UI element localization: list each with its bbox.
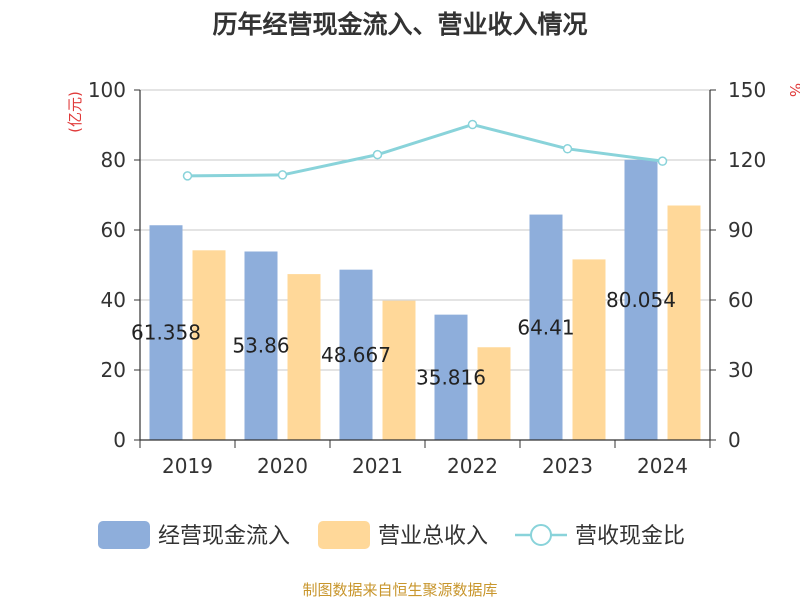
bar <box>667 205 701 440</box>
x-tick-label: 2019 <box>162 454 213 478</box>
bar <box>149 225 183 440</box>
bar <box>572 259 606 440</box>
bar <box>244 251 278 440</box>
x-tick-label: 2022 <box>447 454 498 478</box>
bar <box>192 250 226 440</box>
x-tick-label: 2024 <box>637 454 688 478</box>
y-left-tick-label: 80 <box>101 148 126 172</box>
series-line <box>187 122 663 178</box>
bar <box>339 269 373 440</box>
y-left-tick-label: 100 <box>88 78 126 102</box>
tick-labels: 0 20 40 60 80 100 0 30 60 90 120 150 2019 2020 2021 202… <box>88 78 766 478</box>
legend-label: 经营现金流入 <box>158 524 290 549</box>
legend-label: 营业总收入 <box>378 524 488 549</box>
data-label: 64.41 <box>517 315 574 339</box>
line-point <box>467 119 478 130</box>
line-point <box>182 171 193 181</box>
y-left-tick-label: 60 <box>101 218 126 242</box>
axes <box>134 89 716 448</box>
data-label: 61.358 <box>131 321 201 345</box>
line-point <box>372 149 383 160</box>
y-right-tick-label: 90 <box>728 218 753 242</box>
line-point <box>657 156 668 166</box>
x-tick-label: 2023 <box>542 454 593 478</box>
y-left-tick-label: 40 <box>101 288 126 312</box>
y-right-axis-label: % <box>786 83 800 97</box>
ratio-line <box>182 119 668 181</box>
bar <box>529 214 563 440</box>
y-right-tick-label: 0 <box>728 428 741 452</box>
y-right-tick-label: 60 <box>728 288 753 312</box>
legend-label: 营收现金比 <box>575 524 685 549</box>
data-labels: 61.358 53.86 48.667 35.816 64.41 80.054 <box>131 288 676 389</box>
y-left-tick-label: 0 <box>113 428 126 452</box>
y-right-tick-label: 30 <box>728 358 753 382</box>
legend-marker <box>530 524 552 546</box>
bar <box>287 274 321 440</box>
y-right-tick-label: 120 <box>728 148 766 172</box>
x-tick-label: 2021 <box>352 454 403 478</box>
data-label: 48.667 <box>321 343 391 367</box>
data-label: 35.816 <box>416 365 486 389</box>
chart-title: 历年经营现金流入、营业收入情况 <box>212 10 587 39</box>
bars <box>149 159 701 440</box>
line-point <box>562 144 573 154</box>
y-left-axis-label: (亿元) <box>66 91 84 133</box>
y-left-tick-label: 20 <box>101 358 126 382</box>
grid-lines <box>140 89 710 371</box>
data-label: 80.054 <box>606 288 676 312</box>
bar <box>382 300 416 440</box>
bar <box>434 314 468 440</box>
y-right-tick-label: 150 <box>728 78 766 102</box>
legend: 经营现金流入 营业总收入 营收现金比 <box>98 521 685 549</box>
line-point <box>277 170 288 180</box>
legend-swatch <box>98 521 150 549</box>
bar <box>477 347 511 440</box>
source-note: 制图数据来自恒生聚源数据库 <box>302 581 497 599</box>
data-label: 53.86 <box>232 334 289 358</box>
x-tick-label: 2020 <box>257 454 308 478</box>
legend-swatch <box>318 521 370 549</box>
bar <box>624 159 658 440</box>
